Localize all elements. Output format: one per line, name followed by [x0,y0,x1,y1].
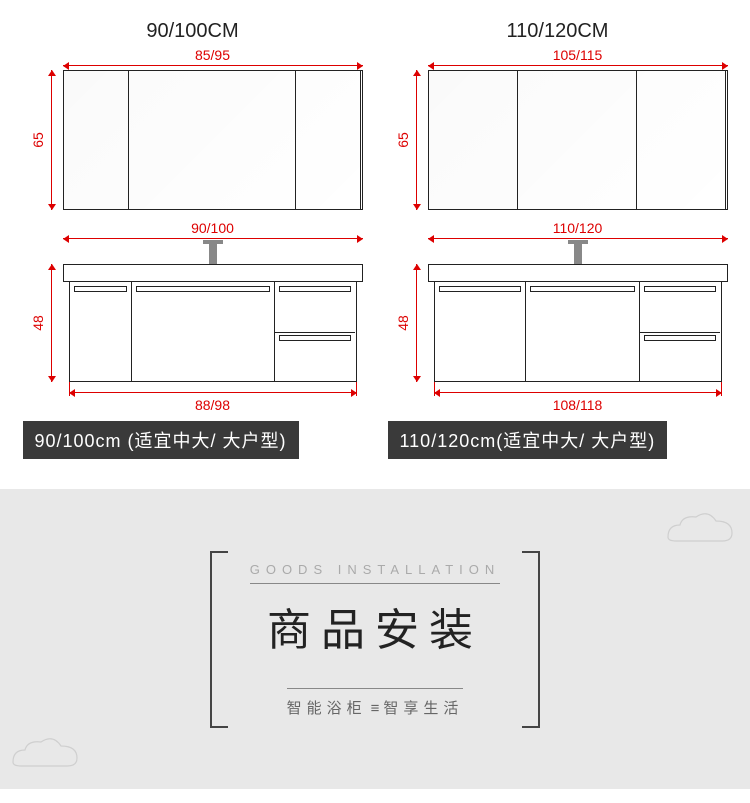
vanity-cabinet [428,264,728,382]
size-badge: 110/120cm(适宜中大/ 大户型) [388,421,668,459]
mirror-cabinet [428,70,728,210]
bracket-right-icon [522,551,540,728]
banner-tagline: 智能浴柜≡智享生活 [287,688,464,718]
countertop [63,264,363,282]
dim-line [416,264,417,382]
cabinet-drawers [640,282,720,381]
size-column-right: 110/120CM 105/115 65 110/120 48 [388,20,728,459]
cabinet-height-dim: 48 [388,264,418,382]
cabinet-body [69,282,357,382]
cabinet-width-dim: 110/120 [428,220,728,236]
cabinet-door [132,282,275,381]
cabinet-base-dim: 108/118 [428,397,728,413]
countertop [428,264,728,282]
vanity-diagram: 48 [23,264,363,382]
banner-subtitle-en: GOODS INSTALLATION [250,562,501,584]
dim-line [69,392,357,393]
mirror-cabinet [63,70,363,210]
banner-content: GOODS INSTALLATION 商品安装 智能浴柜≡智享生活 [190,561,561,718]
vanity-cabinet [63,264,363,382]
size-title: 90/100CM [23,20,363,43]
banner-title-cn: 商品安装 [250,594,501,658]
dim-line [51,70,52,210]
mirror-diagram: 65 [23,70,363,210]
mirror-height-dim: 65 [23,70,53,210]
cabinet-width-dim: 90/100 [63,220,363,236]
dim-line [63,238,363,239]
cloud-icon [5,734,85,774]
dim-line [428,65,728,66]
dim-line [416,70,417,210]
mirror-width-dim: 85/95 [63,47,363,63]
faucet-icon [209,240,217,264]
cloud-icon [660,509,740,549]
cabinet-door [526,282,640,381]
size-badge: 90/100cm (适宜中大/ 大户型) [23,421,299,459]
cabinet-height-dim: 48 [23,264,53,382]
size-column-left: 90/100CM 85/95 65 90/100 48 [23,20,363,459]
cabinet-door [435,282,527,381]
mirror-height-dim: 65 [388,70,418,210]
dim-line [63,65,363,66]
cabinet-drawers [275,282,355,381]
mirror-diagram: 65 [388,70,728,210]
mirror-width-dim: 105/115 [428,47,728,63]
dim-line [51,264,52,382]
faucet-icon [574,240,582,264]
size-title: 110/120CM [388,20,728,43]
cabinet-body [434,282,722,382]
dim-line [434,392,722,393]
cabinet-base-dim: 88/98 [63,397,363,413]
dim-line [428,238,728,239]
diagram-row: 90/100CM 85/95 65 90/100 48 [0,0,750,469]
cabinet-door [70,282,133,381]
bracket-left-icon [210,551,228,728]
vanity-diagram: 48 [388,264,728,382]
installation-banner: GOODS INSTALLATION 商品安装 智能浴柜≡智享生活 [0,489,750,789]
